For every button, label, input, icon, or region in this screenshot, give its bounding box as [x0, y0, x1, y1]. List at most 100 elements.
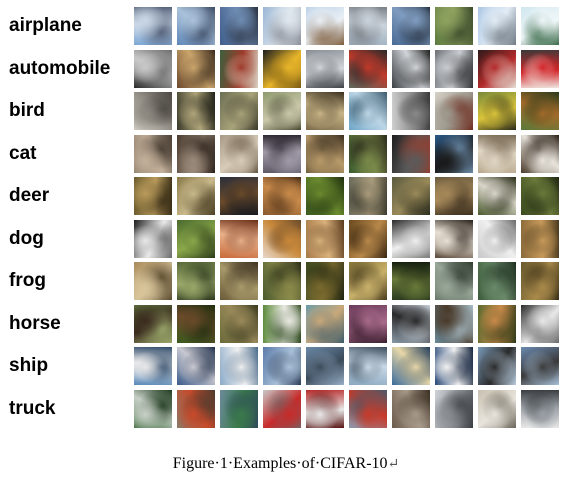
- example-image-thumbnail: [220, 304, 258, 343]
- class-label: automobile: [9, 57, 111, 79]
- example-image-thumbnail: [392, 49, 430, 88]
- class-row-deer: deer: [0, 177, 572, 215]
- example-image-thumbnail: [521, 262, 559, 300]
- example-image-thumbnail: [435, 219, 473, 258]
- example-image-thumbnail: [435, 49, 473, 88]
- example-image-thumbnail: [392, 347, 430, 385]
- example-image-thumbnail: [306, 304, 344, 343]
- example-image-thumbnail: [349, 49, 387, 88]
- thumbnail-strip: [134, 389, 564, 428]
- example-image-thumbnail: [134, 219, 172, 258]
- example-image-thumbnail: [435, 134, 473, 173]
- example-image-thumbnail: [435, 7, 473, 45]
- example-image-thumbnail: [392, 389, 430, 428]
- example-image-thumbnail: [392, 7, 430, 45]
- example-image-thumbnail: [478, 177, 516, 215]
- example-image-thumbnail: [263, 389, 301, 428]
- caption-word: CIFAR-10: [320, 455, 388, 472]
- example-image-thumbnail: [392, 219, 430, 258]
- example-image-thumbnail: [392, 177, 430, 215]
- example-image-thumbnail: [177, 177, 215, 215]
- example-image-thumbnail: [263, 49, 301, 88]
- example-image-thumbnail: [220, 347, 258, 385]
- class-row-ship: ship: [0, 347, 572, 385]
- example-image-thumbnail: [177, 92, 215, 130]
- example-image-thumbnail: [134, 347, 172, 385]
- example-image-thumbnail: [263, 92, 301, 130]
- example-image-thumbnail: [478, 389, 516, 428]
- example-image-thumbnail: [521, 177, 559, 215]
- cifar10-examples-figure: airplane automobile bird cat deer dog frog hors…: [0, 7, 572, 428]
- caption-word: Examples: [233, 455, 297, 472]
- example-image-thumbnail: [521, 304, 559, 343]
- example-image-thumbnail: [349, 262, 387, 300]
- example-image-thumbnail: [306, 262, 344, 300]
- example-image-thumbnail: [521, 49, 559, 88]
- example-image-thumbnail: [478, 49, 516, 88]
- example-image-thumbnail: [521, 7, 559, 45]
- class-label: horse: [9, 312, 61, 334]
- example-image-thumbnail: [306, 347, 344, 385]
- thumbnail-strip: [134, 347, 564, 385]
- example-image-thumbnail: [478, 347, 516, 385]
- example-image-thumbnail: [134, 134, 172, 173]
- class-label: frog: [9, 270, 46, 291]
- class-row-frog: frog: [0, 262, 572, 300]
- example-image-thumbnail: [478, 134, 516, 173]
- example-image-thumbnail: [263, 262, 301, 300]
- class-label: ship: [9, 355, 49, 376]
- thumbnail-strip: [134, 49, 564, 88]
- thumbnail-strip: [134, 177, 564, 215]
- example-image-thumbnail: [220, 134, 258, 173]
- paragraph-mark-icon: ↵: [387, 457, 400, 472]
- example-image-thumbnail: [263, 177, 301, 215]
- example-image-thumbnail: [306, 177, 344, 215]
- example-image-thumbnail: [177, 7, 215, 45]
- example-image-thumbnail: [263, 7, 301, 45]
- example-image-thumbnail: [435, 177, 473, 215]
- example-image-thumbnail: [220, 49, 258, 88]
- class-label: airplane: [9, 15, 82, 36]
- caption-word: Figure: [172, 455, 215, 472]
- example-image-thumbnail: [177, 304, 215, 343]
- example-image-thumbnail: [349, 389, 387, 428]
- example-image-thumbnail: [306, 92, 344, 130]
- example-image-thumbnail: [521, 389, 559, 428]
- example-image-thumbnail: [478, 219, 516, 258]
- example-image-thumbnail: [349, 219, 387, 258]
- example-image-thumbnail: [521, 92, 559, 130]
- caption-separator-dot: ·: [314, 455, 321, 472]
- class-row-automobile: automobile: [0, 49, 572, 88]
- example-image-thumbnail: [134, 304, 172, 343]
- thumbnail-strip: [134, 219, 564, 258]
- example-image-thumbnail: [392, 134, 430, 173]
- class-label: truck: [9, 397, 56, 419]
- example-image-thumbnail: [134, 389, 172, 428]
- example-image-thumbnail: [134, 49, 172, 88]
- class-row-airplane: airplane: [0, 7, 572, 45]
- example-image-thumbnail: [435, 92, 473, 130]
- class-row-dog: dog: [0, 219, 572, 258]
- example-image-thumbnail: [263, 219, 301, 258]
- example-image-thumbnail: [177, 389, 215, 428]
- caption-separator-dot: ·: [227, 455, 234, 472]
- example-image-thumbnail: [435, 347, 473, 385]
- example-image-thumbnail: [435, 304, 473, 343]
- example-image-thumbnail: [220, 389, 258, 428]
- example-image-thumbnail: [349, 7, 387, 45]
- class-row-bird: bird: [0, 92, 572, 130]
- example-image-thumbnail: [306, 49, 344, 88]
- example-image-thumbnail: [521, 134, 559, 173]
- example-image-thumbnail: [263, 347, 301, 385]
- caption-separator-dot: ·: [296, 455, 302, 472]
- example-image-thumbnail: [306, 219, 344, 258]
- example-image-thumbnail: [177, 347, 215, 385]
- example-image-thumbnail: [349, 177, 387, 215]
- example-image-thumbnail: [177, 49, 215, 88]
- example-image-thumbnail: [220, 262, 258, 300]
- example-image-thumbnail: [435, 389, 473, 428]
- example-image-thumbnail: [349, 134, 387, 173]
- class-row-horse: horse: [0, 304, 572, 343]
- example-image-thumbnail: [349, 304, 387, 343]
- thumbnail-strip: [134, 7, 564, 45]
